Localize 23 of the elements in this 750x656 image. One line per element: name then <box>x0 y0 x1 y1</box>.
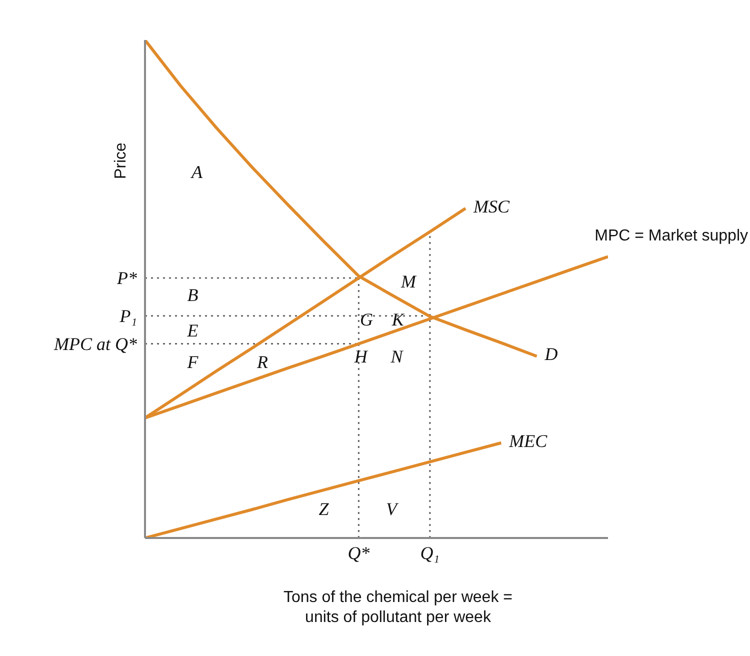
annotation: V <box>386 499 399 520</box>
y-axis-title: Price <box>112 142 130 179</box>
series-label: MSC <box>472 196 511 216</box>
annotation: N <box>390 346 404 367</box>
x-tick-label: Q* <box>348 542 370 563</box>
annotation: M <box>400 271 418 292</box>
annotation: B <box>187 284 198 305</box>
x-tick-label: Q₁ <box>420 542 440 563</box>
annotation: K <box>390 309 405 330</box>
annotation: R <box>256 352 268 372</box>
ref-line-label: P₁ <box>118 306 137 326</box>
ref-line-label: MPC at Q* <box>53 334 137 354</box>
annotation: Z <box>318 499 330 520</box>
x-axis-title: Tons of the chemical per week = units of pollutant per week <box>282 588 514 628</box>
annotation: F <box>186 352 200 372</box>
ref-line-label: P* <box>116 268 137 288</box>
series-label: MEC <box>508 430 548 451</box>
series-label: D <box>544 344 558 364</box>
annotation: G <box>360 309 374 330</box>
annotation: E <box>186 320 198 341</box>
series-label: MPC = Market supply <box>594 228 748 245</box>
annotation: A <box>190 162 204 182</box>
annotation: H <box>353 346 368 367</box>
